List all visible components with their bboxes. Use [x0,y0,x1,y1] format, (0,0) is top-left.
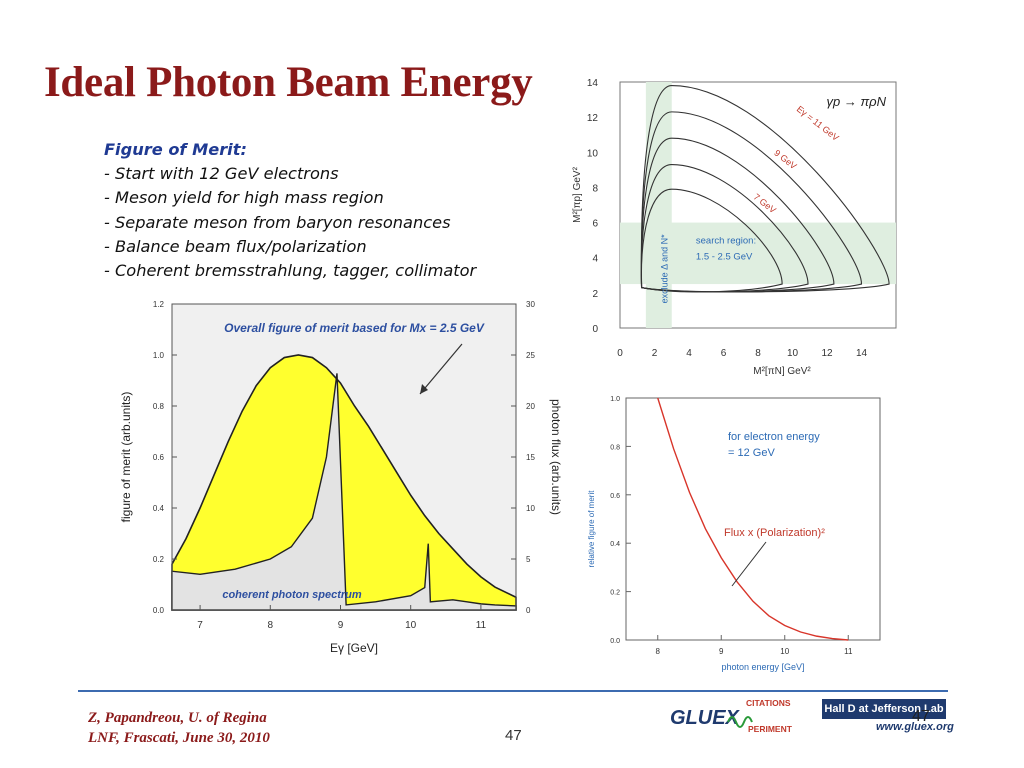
x-axis-label: Eγ [GeV] [330,641,378,655]
gluex-logo-sub2: PERIMENT [748,724,793,734]
series-boundary [640,188,783,293]
fom-item: - Start with 12 GeV electrons [104,164,339,184]
relative-fom-chart: 0.0 0.2 0.4 0.6 0.8 1.0 8 9 10 11 photon energy [G… [587,396,881,672]
series-area-fom [171,354,517,611]
y-tick-label: 0.4 [153,504,165,513]
footer-author: Z, Papandreou, U. of Regina [88,710,267,726]
footer-event: LNF, Frascati, June 30, 2010 [88,730,270,746]
y-tick-label: 0.0 [153,606,165,615]
series-line [657,397,849,641]
annotation-search: search region: [696,236,756,247]
y-axis-label: relative figure of merit [587,490,596,568]
x-tick-label: 11 [844,647,853,656]
y-tick-label: 0 [592,324,598,335]
y2-tick-label: 10 [526,504,535,513]
chart-title: γp → πρN [827,94,887,109]
plot-frame [625,397,881,641]
y-tick-label: 14 [587,78,599,89]
annotation-spectrum: coherent photon spectrum [222,589,362,601]
y-tick-label: 6 [592,219,598,230]
x-tick-label: 11 [476,620,487,631]
annotation-energy-value: = 12 GeV [728,447,775,459]
figure-of-merit-chart: 0.0 0.2 0.4 0.6 0.8 1.0 1.2 0 5 10 15 20 25 30 7 8 9 10 11… [119,300,563,655]
gluex-logo-text: GLUEX [670,707,741,729]
x-axis-label: photon energy [GeV] [721,662,804,672]
page-number: 47 [505,727,522,744]
figure-of-merit-list: Figure of Merit: - Start with 12 GeV ele… [104,138,476,283]
x-tick-label: 12 [821,348,833,359]
x-tick-label: 9 [719,647,724,656]
x-tick-label: 4 [686,348,692,359]
footer-divider [78,690,948,692]
series-boundary [640,164,809,293]
hall-d-badge: Hall D at Jefferson Lab [822,699,946,719]
annotation-arrowhead [420,384,428,394]
gluex-logo: GLUEX CITATIONS PERIMENT [670,698,793,734]
y-tick-label: 0.8 [610,444,620,451]
y-tick-label: 10 [587,148,599,159]
y-tick-label: 1.0 [610,396,620,403]
fom-item: - Coherent bremsstrahlung, tagger, colli… [104,261,477,281]
y2-tick-label: 5 [526,555,531,564]
annotation-pointer [731,541,767,587]
y-tick-label: 0.4 [610,541,620,548]
series-label: Flux x (Polarization)² [724,527,825,539]
annotation-search-range: 1.5 - 2.5 GeV [696,251,753,262]
fom-item: - Separate meson from baryon resonances [104,212,451,232]
x-tick-label: 8 [268,620,274,631]
y2-tick-label: 30 [526,300,535,309]
fom-item: - Balance beam flux/polarization [104,236,367,256]
y2-tick-label: 15 [526,453,535,462]
series-area-spectrum [171,373,517,611]
x-tick-label: 7 [197,620,203,631]
y-tick-label: 0.8 [153,402,165,411]
x-tick-label: 6 [721,348,727,359]
y-axis-label: figure of merit (arb.units) [119,392,133,523]
y-tick-label: 8 [592,183,598,194]
y-tick-label: 12 [587,113,599,124]
x-tick-label: 2 [652,348,658,359]
x-axis-label: M²[πN] GeV² [753,366,811,377]
y-tick-label: 2 [592,289,598,300]
annotation-arrow [419,343,463,395]
x-tick-label: 0 [617,348,623,359]
y-tick-label: 0.6 [610,493,620,500]
x-tick-label: 8 [656,647,661,656]
y2-tick-label: 0 [526,606,531,615]
x-tick-label: 10 [405,620,417,631]
y2-axis-label: photon flux (arb.units) [549,399,563,515]
y-tick-label: 1.2 [153,300,165,309]
annotation-exclude: exclude Δ and N* [659,234,669,304]
annotation-energy: for electron energy [728,431,820,443]
y2-tick-label: 25 [526,351,535,360]
slide-title: Ideal Photon Beam Energy [44,59,533,106]
kinematics-chart: 0 2 4 6 8 10 12 14 0 2 4 6 8 10 12 14 M²[πN] GeV² M²[πp] … [572,78,897,377]
gluex-logo-sub1: CITATIONS [746,698,791,708]
x-tick-label: 8 [755,348,761,359]
chart-title: Overall figure of merit based for Mx = 2… [224,321,485,335]
figure-of-merit-heading: Figure of Merit: [104,140,247,159]
x-tick-label: 10 [787,348,799,359]
y-tick-label: 0.0 [610,638,620,645]
x-tick-label: 10 [780,647,789,656]
y-tick-label: 1.0 [153,351,165,360]
slide-number-overlay: 47 [912,708,930,725]
website-label: www.gluex.org [876,721,954,733]
x-tick-label: 9 [338,620,344,631]
y-tick-label: 4 [592,254,598,265]
y2-tick-label: 20 [526,402,535,411]
x-tick-label: 14 [856,348,868,359]
y-tick-label: 0.6 [153,453,165,462]
y-tick-label: 0.2 [153,555,165,564]
fom-item: - Meson yield for high mass region [104,188,384,208]
y-axis-label: M²[πp] GeV² [572,166,583,222]
y-tick-label: 0.2 [610,590,620,597]
